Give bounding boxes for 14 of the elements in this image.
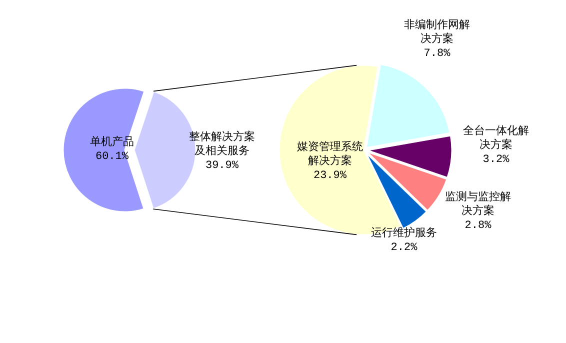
data-label: 23.9% — [313, 170, 347, 182]
slice-label: 运行维护服务 — [371, 226, 437, 239]
slice-label: 非编制作网解决方案 — [404, 18, 470, 45]
slice-label: 单机产品 — [90, 135, 134, 148]
slice-label: 全台一体化解决方案 — [463, 124, 529, 151]
data-label: 2.2% — [390, 242, 418, 254]
data-label: 39.9% — [205, 160, 239, 172]
data-label: 60.1% — [95, 151, 129, 163]
data-label: 2.8% — [464, 220, 492, 232]
data-label: 3.2% — [482, 154, 510, 166]
data-label: 7.8% — [424, 48, 451, 60]
slice-label: 整体解决方案及相关服务 — [189, 130, 255, 157]
slice-label: 监测与监控解决方案 — [445, 190, 511, 217]
slice-label: 媒资管理系统解决方案 — [297, 140, 363, 167]
